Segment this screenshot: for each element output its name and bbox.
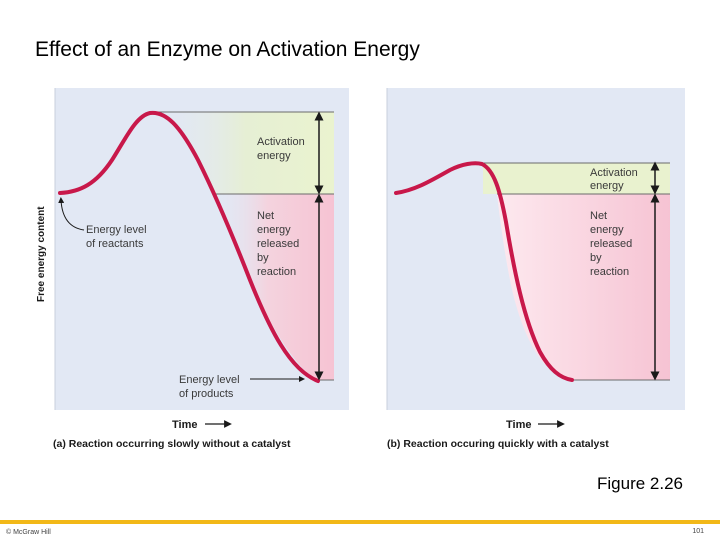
panel-b-activation-label: Activation energy xyxy=(590,167,641,192)
figure-label: Figure 2.26 xyxy=(597,474,683,493)
panel-b: Activation energy Net energy released by… xyxy=(386,88,685,450)
panel-a-reactants-pointer xyxy=(58,197,85,231)
panel-a-activation-label: Activation energy xyxy=(257,136,308,162)
panel-a-net-label: Net energy released by reaction xyxy=(257,210,302,278)
panel-a-x-axis-label: Time xyxy=(172,419,197,431)
panel-a-products-label: Energy level of products xyxy=(179,374,243,400)
panel-b-net-band xyxy=(497,194,670,380)
copyright-notice: © McGraw Hill xyxy=(6,529,51,536)
panel-a-caption: (a) Reaction occurring slowly without a … xyxy=(53,438,291,450)
panel-a-y-axis-label: Free energy content xyxy=(36,206,47,302)
panel-b-net-label: Net energy released by reaction xyxy=(590,210,635,278)
panel-b-caption: (b) Reaction occuring quickly with a cat… xyxy=(387,438,609,450)
panel-a-net-band xyxy=(213,194,334,380)
panel-a-energy-curve xyxy=(58,110,320,383)
panel-a-activation-band xyxy=(158,112,334,194)
slide-title: Effect of an Enzyme on Activation Energy xyxy=(35,38,420,61)
page-number: 101 xyxy=(692,528,704,535)
panel-b-x-axis-label: Time xyxy=(506,419,531,431)
panel-b-energy-curve xyxy=(394,161,574,382)
panel-a-reactants-label: Energy level of reactants xyxy=(86,224,150,250)
panel-b-activation-band xyxy=(483,163,670,194)
footer-bar xyxy=(0,520,720,524)
panel-a: Activation energy Net energy released by… xyxy=(36,88,349,450)
